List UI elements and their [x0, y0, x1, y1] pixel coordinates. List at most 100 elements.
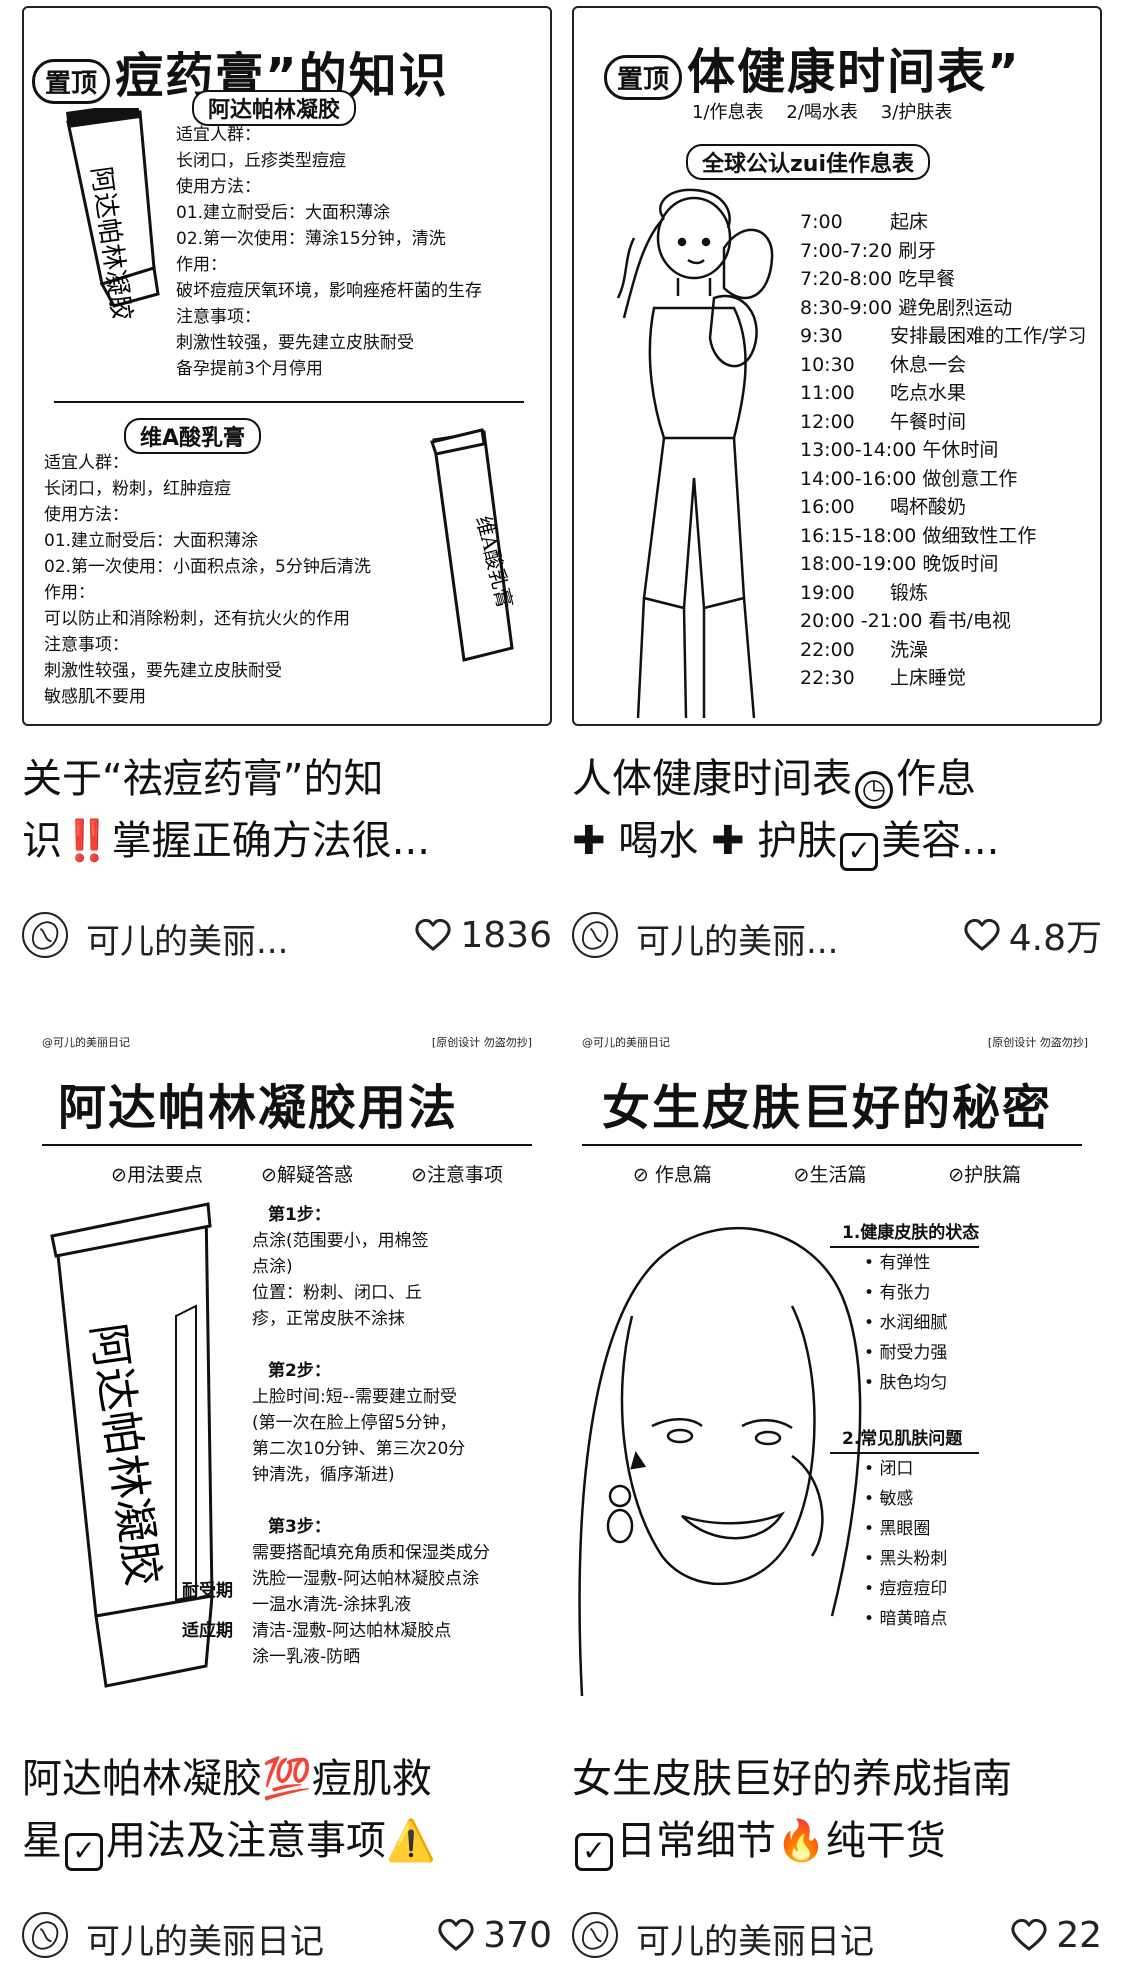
cover-text-line: 作用：	[176, 255, 227, 275]
cover-text-line: 作用：	[44, 583, 95, 603]
author-name[interactable]: 可儿的美丽日记	[86, 1922, 324, 1962]
schedule-item: 7:00-7:20 刷牙	[800, 237, 1086, 266]
checkbox-icon: ✓	[65, 1833, 103, 1871]
group-item-text: 水润细腻	[879, 1313, 948, 1333]
copyright-tag: [原创设计 勿盗勿抄]	[987, 1036, 1088, 1049]
watermark: @可儿的美丽日记	[582, 1036, 670, 1049]
author-row: 可儿的美丽日记 22	[572, 1906, 1102, 1962]
phase-steps: 清洁-湿敷-阿达帕林凝胶点 涂一乳液-防晒	[252, 1618, 451, 1670]
step-text-line: 需要搭配填充角质和保湿类成分	[252, 1543, 490, 1563]
group-item: • 耐受力强	[864, 1343, 948, 1363]
cover-title: 女生皮肤巨好的秘密	[602, 1080, 1053, 1136]
card-1-cover-image[interactable]: 置顶 痘药膏”的知识 阿达帕林凝胶 阿达帕林凝胶 适宜人群： 长闭口，丘疹类型痘痘…	[22, 6, 552, 726]
schedule-item: 18:00-19:00 晚饭时间	[800, 550, 1086, 579]
cover-title: 体健康时间表”	[687, 44, 1021, 100]
group-item-text: 黑眼圈	[879, 1519, 931, 1539]
group-item: • 有张力	[864, 1283, 931, 1303]
schedule-item: 19:00 锻炼	[800, 579, 1086, 608]
pinned-badge: 置顶	[604, 55, 683, 100]
schedule-time: 18:00-19:00	[800, 553, 917, 575]
note-caption[interactable]: 关于“祛痘药膏”的知 识‼️掌握正确方法很...	[22, 756, 430, 864]
step-text-line: 点涂(范围要小，用棉签	[252, 1231, 429, 1251]
schedule-time: 11:00	[800, 382, 855, 404]
cover-text-line: 适宜人群：	[44, 453, 129, 473]
card-3-cover-image[interactable]: @可儿的美丽日记 [原创设计 勿盗勿抄] 阿达帕林凝胶用法 ⊘用法要点 ⊘解疑答惑…	[22, 1006, 552, 1726]
schedule-activity: 起床	[890, 211, 929, 233]
ointment-tube-illustration: 维A酸乳膏	[430, 428, 517, 662]
note-caption[interactable]: 女生皮肤巨好的养成指南 ✓ 日常细节🔥纯干货	[572, 1748, 1102, 1872]
step-text-line: (第一次在脸上停留5分钟，	[252, 1413, 457, 1433]
step-heading: 第2步：	[268, 1361, 331, 1381]
schedule-time: 8:30-9:00	[800, 296, 893, 319]
step-text-line: 清洁-湿敷-阿达帕林凝胶点	[252, 1621, 452, 1641]
cover-text-line: 可以防止和消除粉刺，还有抗火火的作用	[44, 609, 350, 629]
phase-label: 耐受期	[182, 1581, 233, 1601]
group-item: • 黑头粉刺	[864, 1549, 948, 1569]
like-button[interactable]: 22	[1010, 1912, 1102, 1958]
schedule-time: 13:00-14:00	[800, 439, 917, 461]
cover-text-line: 注意事项：	[44, 635, 129, 655]
schedule-item: 14:00-16:00 做创意工作	[800, 465, 1086, 494]
schedule-item: 7:00 起床	[800, 208, 1086, 237]
cover-text-line: 01.建立耐受后：大面积薄涂	[176, 203, 391, 223]
schedule-activity: 上床睡觉	[890, 667, 967, 689]
schedule-list: 7:00 起床 7:00-7:20 刷牙 7:20-8:00 吃早餐 8:30-9:0…	[800, 208, 1086, 693]
cover-text-line: 02.第一次使用：薄涂15分钟，清洗	[176, 229, 446, 249]
like-button[interactable]: 370	[437, 1912, 552, 1958]
like-button[interactable]: 1836	[414, 912, 552, 958]
schedule-time: 20:00 -21:00	[800, 610, 923, 632]
schedule-time: 9:30	[800, 325, 843, 347]
schedule-time: 7:00	[800, 211, 843, 233]
schedule-activity: 吃点水果	[890, 382, 967, 404]
group-item-text: 黑头粉刺	[879, 1549, 948, 1569]
schedule-item: 11:00 吃点水果	[800, 379, 1086, 408]
copyright-tag: [原创设计 勿盗勿抄]	[431, 1036, 532, 1049]
note-caption[interactable]: 人体健康时间表 ◷ 作息 ✚ 喝水 ✚ 护肤 ✓ 美容...	[572, 748, 1102, 872]
avatar[interactable]	[22, 912, 68, 958]
phase-steps: 洗脸一湿敷-阿达帕林凝胶点涂 一温水清洗-涂抹乳液	[252, 1566, 479, 1618]
checkbox-icon: ✓	[575, 1833, 613, 1871]
schedule-item: 7:20-8:00 吃早餐	[800, 265, 1086, 294]
step-text-line: 洗脸一湿敷-阿达帕林凝胶点涂	[252, 1569, 480, 1589]
like-button[interactable]: 4.8万	[963, 912, 1102, 959]
ointment-tube-illustration: 阿达帕林凝胶	[66, 108, 160, 318]
group-item: • 敏感	[864, 1489, 914, 1509]
author-name[interactable]: 可儿的美丽日记	[636, 1922, 874, 1962]
note-caption[interactable]: 阿达帕林凝胶💯痘肌救 星 ✓ 用法及注意事项⚠️	[22, 1748, 552, 1872]
cover-text-line: 使用方法：	[44, 505, 129, 525]
schedule-activity: 休息一会	[890, 353, 967, 376]
cover-text-line: 敏感肌不要用	[44, 687, 146, 707]
group-heading: 2.常见肌肤问题	[830, 1426, 980, 1454]
schedule-time: 10:30	[800, 353, 855, 376]
group-item-text: 闭口	[879, 1459, 914, 1479]
schedule-activity: 午休时间	[922, 439, 999, 461]
schedule-item: 13:00-14:00 午休时间	[800, 436, 1086, 465]
cover-tab: ⊘用法要点	[111, 1164, 203, 1186]
like-count: 1836	[460, 914, 552, 956]
card-4-cover-image[interactable]: @可儿的美丽日记 [原创设计 勿盗勿抄] 女生皮肤巨好的秘密 ⊘ 作息篇 ⊘生活篇…	[572, 1006, 1102, 1726]
cover-tab: ⊘ 作息篇	[632, 1164, 712, 1186]
cover-text-line: 长闭口，粉刺，红肿痘痘	[44, 479, 231, 499]
author-row: 可儿的美丽... 1836	[22, 906, 552, 962]
watermark: @可儿的美丽日记	[42, 1036, 130, 1049]
schedule-item: 22:30 上床睡觉	[800, 664, 1086, 693]
schedule-activity: 晚饭时间	[922, 553, 999, 575]
group-list: • 闭口 • 敏感 • 黑眼圈 • 黑头粉刺 • 痘痘痘印 • 暗黄暗点	[830, 1454, 979, 1634]
schedule-time: 14:00-16:00	[800, 467, 917, 490]
schedule-activity: 做细致性工作	[922, 524, 1037, 547]
avatar[interactable]	[572, 912, 618, 958]
author-name[interactable]: 可儿的美丽...	[86, 922, 289, 962]
schedule-time: 19:00	[800, 581, 855, 604]
avatar[interactable]	[22, 1912, 68, 1958]
cover-text-line: 02.第一次使用：小面积点涂，5分钟后清洗	[44, 557, 371, 577]
group-item-text: 有弹性	[879, 1253, 931, 1273]
phase-label: 适应期	[182, 1621, 233, 1641]
group-item-text: 肤色均匀	[879, 1373, 948, 1393]
schedule-item: 12:00 午餐时间	[800, 408, 1086, 437]
group-item: • 肤色均匀	[864, 1373, 948, 1393]
cover-text-line: 01.建立耐受后：大面积薄涂	[44, 531, 259, 551]
author-row: 可儿的美丽... 4.8万	[572, 906, 1102, 962]
avatar[interactable]	[572, 1912, 618, 1958]
author-name[interactable]: 可儿的美丽...	[636, 922, 839, 962]
card-2-cover-image[interactable]: 置顶 体健康时间表” 1/作息表 2/喝水表 3/护肤表 全球公认zui佳作息表	[572, 6, 1102, 726]
